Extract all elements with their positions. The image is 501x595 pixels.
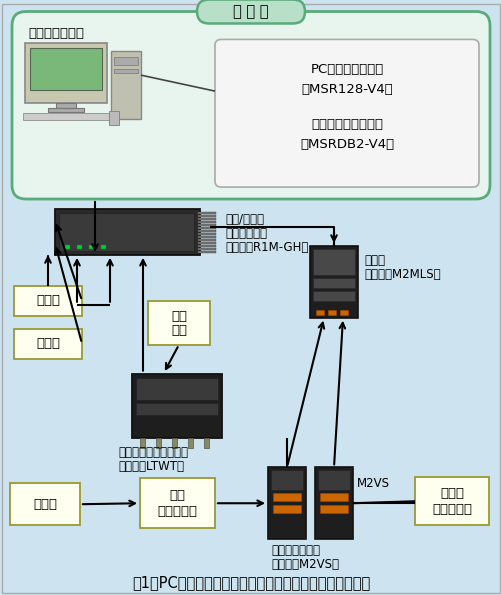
Bar (101, 245, 106, 249)
Text: 帳票作成支援ソフト: 帳票作成支援ソフト (311, 118, 382, 131)
Bar (56, 104, 76, 108)
Text: （MSR128-V4）: （MSR128-V4） (301, 83, 392, 96)
Text: 蓄電池: 蓄電池 (33, 498, 57, 511)
Text: 図1　PCレコーダによる太陽光発電システムのデータ収集: 図1 PCレコーダによる太陽光発電システムのデータ収集 (132, 575, 369, 590)
FancyBboxPatch shape (196, 0, 305, 23)
Text: 管理用パソコン: 管理用パソコン (28, 27, 84, 40)
Bar (188, 439, 192, 449)
Bar (197, 242, 215, 245)
Bar (140, 478, 214, 528)
Bar (109, 111, 119, 125)
Bar (197, 245, 215, 248)
Bar (77, 245, 82, 249)
Text: M2VS: M2VS (356, 477, 389, 490)
Bar (273, 493, 301, 501)
Text: 太陽光: 太陽光 (439, 487, 463, 500)
Text: 事 務 所: 事 務 所 (233, 4, 268, 19)
Bar (310, 246, 357, 318)
Bar (315, 310, 323, 315)
Text: モジュール: モジュール (157, 505, 197, 518)
Bar (111, 51, 141, 119)
Bar (114, 70, 138, 73)
Bar (197, 221, 215, 224)
Bar (89, 245, 94, 249)
Bar (136, 403, 217, 415)
Bar (197, 227, 215, 230)
Bar (140, 439, 145, 449)
Text: （形式：R1M-GH）: （形式：R1M-GH） (224, 241, 308, 254)
Bar (319, 493, 347, 501)
Text: （形式：LTWT）: （形式：LTWT） (118, 461, 184, 474)
Bar (197, 215, 215, 218)
Bar (327, 310, 335, 315)
Bar (136, 378, 217, 399)
Bar (319, 505, 347, 513)
Bar (197, 248, 215, 250)
Text: 電力トランスデューサ: 電力トランスデューサ (118, 446, 188, 459)
Bar (197, 236, 215, 239)
Bar (48, 108, 84, 112)
Bar (273, 505, 301, 513)
Bar (148, 300, 209, 345)
Bar (14, 328, 82, 359)
Bar (197, 239, 215, 242)
Text: 直流入力変換器: 直流入力変換器 (271, 544, 319, 557)
Text: 制御: 制御 (169, 488, 185, 502)
Bar (271, 470, 303, 490)
Bar (172, 439, 177, 449)
Text: 入力ユニット: 入力ユニット (224, 227, 267, 240)
Bar (25, 43, 107, 104)
Bar (23, 113, 109, 120)
Bar (114, 57, 138, 65)
Text: 乗算器: 乗算器 (363, 254, 384, 267)
Bar (313, 291, 354, 300)
Bar (313, 249, 354, 275)
Text: （MSRDB2-V4）: （MSRDB2-V4） (299, 137, 393, 151)
Text: 機器: 機器 (171, 324, 187, 337)
Bar (414, 477, 488, 525)
Bar (203, 439, 208, 449)
Bar (268, 467, 306, 539)
Text: PCレコーダソフト: PCレコーダソフト (310, 63, 383, 76)
Bar (197, 218, 215, 221)
Text: （形式：M2MLS）: （形式：M2MLS） (363, 268, 440, 281)
FancyBboxPatch shape (12, 11, 489, 199)
Bar (197, 233, 215, 236)
FancyBboxPatch shape (214, 39, 478, 187)
Bar (156, 439, 161, 449)
Bar (55, 209, 199, 255)
Text: 電気: 電気 (171, 310, 187, 323)
Bar (197, 251, 215, 253)
Bar (197, 230, 215, 233)
Bar (313, 278, 354, 288)
Bar (339, 310, 347, 315)
Text: 日射計: 日射計 (36, 337, 60, 350)
Bar (132, 374, 221, 439)
Bar (317, 470, 349, 490)
Text: 直流/熱電対: 直流/熱電対 (224, 213, 264, 226)
Text: 温度計: 温度計 (36, 295, 60, 307)
Bar (65, 245, 70, 249)
Bar (197, 224, 215, 227)
Bar (14, 286, 82, 316)
Bar (10, 483, 80, 525)
Bar (197, 212, 215, 214)
Bar (314, 467, 352, 539)
Bar (30, 48, 102, 90)
Bar (59, 213, 193, 251)
Text: （形式：M2VS）: （形式：M2VS） (271, 558, 338, 571)
Text: モジュール: モジュール (431, 503, 471, 516)
